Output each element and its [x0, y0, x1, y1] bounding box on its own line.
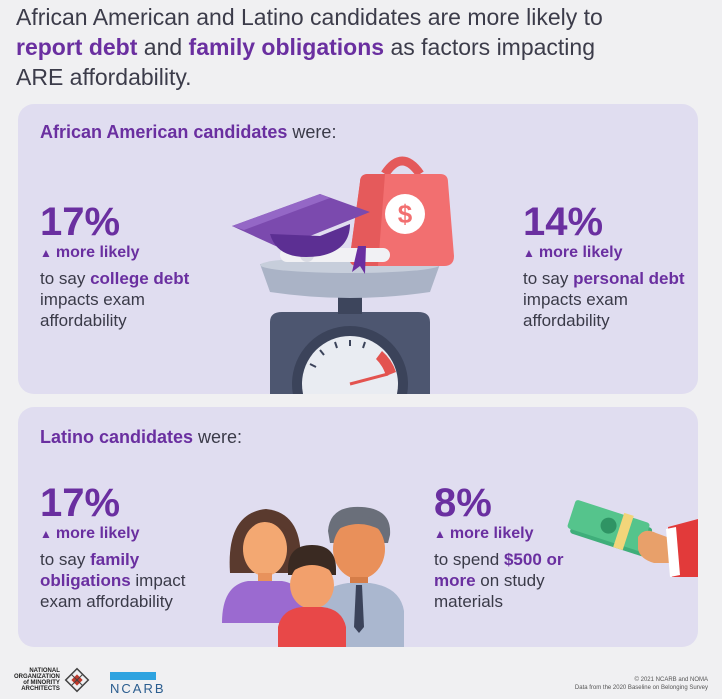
grad-cap-crown: [270, 224, 350, 258]
stat-description: to say family obligations impact exam af…: [40, 549, 220, 612]
stat-study-materials: 8% ▲ more likely to spend $500 or more on…: [434, 481, 594, 612]
stat-description: to say personal debt impacts exam afford…: [523, 268, 688, 331]
desc-bold: $500 or more: [434, 550, 564, 590]
noma-line: NATIONAL: [29, 668, 60, 674]
headline-and: and: [137, 34, 189, 60]
woman-body: [222, 581, 308, 623]
woman-bangs: [240, 521, 290, 533]
noma-logo: NATIONAL ORGANIZATION of MINORITY ARCHIT…: [14, 667, 90, 693]
noma-line: ARCHITECTS: [21, 686, 60, 692]
footer-copyright-block: © 2021 NCARB and NOMA Data from the 2020…: [575, 677, 708, 691]
triangle-up-icon: ▲: [434, 527, 446, 541]
more-likely: ▲ more likely: [40, 244, 220, 262]
desc-bold: personal debt: [573, 269, 685, 288]
family-illustration: [222, 506, 404, 647]
grad-cap-highlight: [232, 194, 330, 230]
triangle-up-icon: ▲: [40, 527, 52, 541]
headline-highlight-family: family obligations: [188, 34, 385, 60]
more-likely-label: more likely: [449, 525, 534, 542]
headline: African American and Latino candidates a…: [16, 2, 716, 92]
gauge-ticks: [309, 340, 366, 368]
cash-bundle: [567, 500, 653, 557]
triangle-up-icon: ▲: [40, 246, 52, 260]
dollar-badge: [385, 194, 425, 234]
stat-percent: 17%: [40, 200, 121, 244]
stat-description: to say college debt impacts exam afforda…: [40, 268, 220, 331]
desc-post: impacts exam affordability: [523, 290, 628, 330]
more-likely-label: more likely: [55, 525, 140, 542]
heading-rest: were:: [193, 427, 243, 447]
man-neck: [350, 577, 368, 587]
scale-gauge-face: [302, 336, 398, 394]
noma-line: ORGANIZATION: [14, 674, 60, 680]
ncarb-logo-text: NCARB: [110, 681, 166, 696]
child-shirt: [278, 607, 346, 647]
desc-post: on study materials: [434, 571, 545, 611]
desc-bold: college debt: [90, 269, 190, 288]
scale-illustration: $: [232, 156, 454, 394]
bill-seal: [600, 517, 617, 534]
african-american-panel: African American candidates were: 17% ▲ m…: [18, 104, 698, 394]
dollar-icon: $: [398, 199, 413, 229]
desc-pre: to spend: [434, 550, 504, 569]
headline-part3: ARE affordability.: [16, 64, 192, 90]
money-hand-illustration: [567, 500, 698, 577]
desc-pre: to say: [40, 550, 91, 569]
more-likely-label: more likely: [538, 244, 623, 261]
weight-shade: [349, 174, 385, 266]
heading-bold: Latino candidates: [40, 427, 194, 447]
footer-source: Data from the 2020 Baseline on Belonging…: [574, 685, 708, 691]
headline-part1: African American and Latino candidates a…: [16, 4, 603, 30]
footer-copyright: © 2021 NCARB and NOMA: [634, 677, 708, 683]
stat-percent: 14%: [523, 200, 604, 244]
latino-heading: Latino candidates were:: [40, 427, 242, 448]
noma-line: of MINORITY: [23, 680, 60, 686]
desc-post: impact exam affordability: [40, 571, 186, 611]
stat-personal-debt: 14% ▲ more likely to say personal debt im…: [523, 200, 688, 331]
headline-part2: as factors impacting: [384, 34, 595, 60]
ncarb-logo-bar: [110, 672, 156, 680]
stat-family-obligations: 17% ▲ more likely to say family obligatio…: [40, 481, 220, 612]
desc-pre: to say: [40, 269, 91, 288]
woman-neck: [258, 573, 272, 583]
stat-percent: 8%: [434, 481, 492, 525]
gauge-needle: [349, 372, 389, 386]
heading-rest: were:: [287, 122, 337, 142]
latino-panel: Latino candidates were: 17% ▲ more likely…: [18, 407, 698, 647]
man-face: [333, 519, 385, 579]
man-hairline: [332, 516, 386, 533]
woman-face: [243, 522, 287, 576]
more-likely: ▲ more likely: [523, 244, 688, 262]
more-likely-label: more likely: [55, 244, 140, 261]
desc-pre: to say: [523, 269, 574, 288]
more-likely: ▲ more likely: [434, 525, 594, 543]
weight-handle: [381, 156, 424, 177]
more-likely: ▲ more likely: [40, 525, 220, 543]
diploma-ribbon: [352, 246, 366, 274]
gauge-red-zone: [376, 351, 396, 376]
headline-highlight-debt: report debt: [16, 34, 138, 60]
noma-diamond-icon: [64, 667, 90, 693]
child-hairline: [290, 558, 334, 573]
man-tie: [354, 585, 364, 633]
ncarb-logo: NCARB: [110, 672, 166, 696]
desc-bold: family obligations: [40, 550, 140, 590]
scale-platter: [260, 264, 440, 298]
child-face: [290, 561, 334, 609]
bill-band: [613, 512, 634, 551]
heading-bold: African American candidates: [40, 122, 288, 142]
grad-cap-board: [232, 194, 370, 248]
triangle-up-icon: ▲: [523, 246, 535, 260]
stat-percent: 17%: [40, 481, 121, 525]
cuff: [666, 527, 680, 577]
stat-college-debt: 17% ▲ more likely to say college debt imp…: [40, 200, 220, 331]
stat-description: to spend $500 or more on study materials: [434, 549, 594, 612]
desc-post: impacts exam affordability: [40, 290, 145, 330]
african-american-heading: African American candidates were:: [40, 122, 336, 143]
noma-logo-text: NATIONAL ORGANIZATION of MINORITY ARCHIT…: [14, 668, 60, 692]
